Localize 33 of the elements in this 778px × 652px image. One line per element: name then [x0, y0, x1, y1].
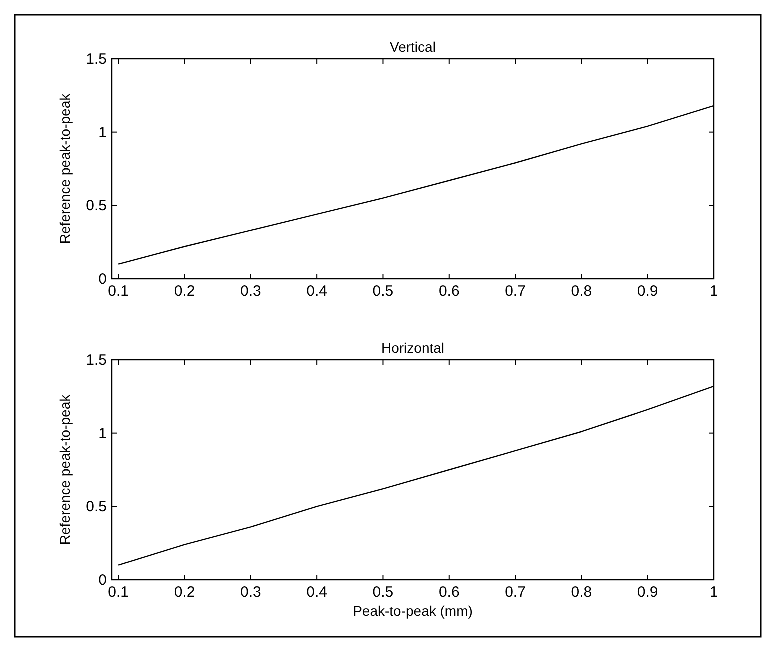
- x-tick-label: 0.7: [505, 584, 526, 601]
- x-tick-label: 0.3: [240, 584, 262, 601]
- x-tick-label: 0.8: [571, 283, 592, 300]
- x-tick-label: 0.5: [372, 584, 394, 601]
- y-tick-label: 0: [98, 572, 107, 589]
- y-tick-label: 1.5: [86, 352, 107, 369]
- y-axis-title: Reference peak-to-peak: [57, 92, 73, 244]
- x-tick-label: 0.9: [637, 283, 658, 300]
- chart-title: Vertical: [390, 39, 436, 55]
- y-tick-label: 0: [98, 271, 107, 288]
- y-tick-label: 0.5: [86, 198, 107, 215]
- x-tick-label: 0.4: [306, 283, 328, 300]
- chart-title: Horizontal: [381, 340, 445, 356]
- y-tick-label: 1: [98, 124, 107, 142]
- x-tick-label: 0.3: [240, 283, 262, 300]
- y-tick-label: 1.5: [86, 51, 107, 68]
- x-tick-label: 0.6: [438, 584, 460, 601]
- x-tick-label: 0.4: [306, 584, 328, 601]
- x-tick-label: 0.5: [372, 283, 394, 300]
- x-tick-label: 1: [710, 283, 718, 300]
- x-axis-title: Peak-to-peak (mm): [353, 603, 473, 619]
- x-tick-label: 1: [710, 584, 718, 601]
- x-tick-label: 0.9: [637, 584, 658, 601]
- y-tick-label: 1: [98, 425, 107, 442]
- x-tick-label: 0.8: [571, 584, 592, 601]
- y-tick-label: 0.5: [86, 498, 107, 516]
- x-tick-label: 0.1: [108, 283, 130, 300]
- x-tick-label: 0.2: [174, 584, 196, 601]
- y-axis-title: Reference peak-to-peak: [57, 394, 73, 546]
- x-tick-label: 0.1: [108, 584, 130, 601]
- x-tick-label: 0.2: [174, 283, 196, 300]
- x-tick-label: 0.6: [438, 283, 460, 300]
- x-tick-label: 0.7: [505, 283, 526, 300]
